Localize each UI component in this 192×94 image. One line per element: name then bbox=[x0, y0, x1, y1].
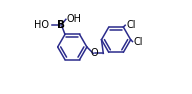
Text: B: B bbox=[57, 20, 65, 30]
Text: OH: OH bbox=[67, 14, 82, 24]
Text: HO: HO bbox=[35, 20, 50, 30]
Text: Cl: Cl bbox=[126, 20, 136, 30]
Text: Cl: Cl bbox=[133, 37, 143, 47]
Text: O: O bbox=[90, 48, 98, 58]
